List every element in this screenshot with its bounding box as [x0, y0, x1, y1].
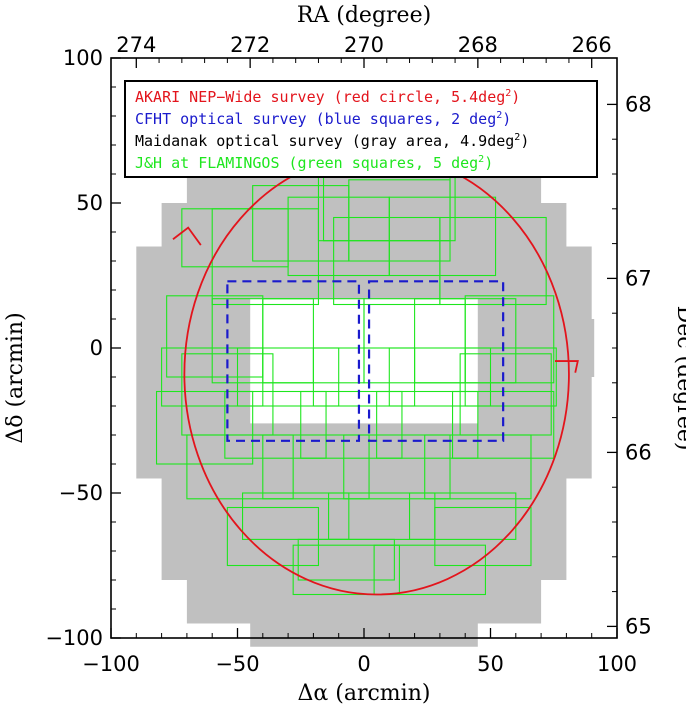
dec-tick-label: 65: [625, 614, 652, 638]
cfht-blue-squares-layer: [226, 280, 505, 442]
flamingos-green-square-14: [464, 295, 555, 384]
right-axis-title: Dec (degree): [672, 306, 686, 451]
x-tick-label: 0: [357, 652, 370, 676]
ra-tick-label: 272: [230, 33, 270, 57]
x-axis-title: Δα (arcmin): [298, 681, 431, 706]
axis-ticks-layer: −100 −50 0 50 100 −100 −50 0 50 100 274 272 270 268 26…: [45, 33, 651, 676]
legend-entry-1: AKARI NEP−Wide survey (red circle, 5.4de…: [135, 88, 520, 106]
flamingos-green-square-35: [226, 506, 320, 567]
legend: AKARI NEP−Wide survey (red circle, 5.4de…: [124, 80, 598, 178]
maidanak-gray-area-layer: [136, 121, 595, 647]
flamingos-green-square-20: [155, 390, 254, 465]
maidanak-gray-area: [136, 121, 595, 647]
flamingos-green-square-33: [292, 544, 400, 596]
flamingos-green-square-17: [312, 347, 416, 407]
flamingos-green-square-36: [434, 506, 532, 567]
ra-tick-label: 274: [116, 33, 156, 57]
flamingos-green-square-4: [388, 196, 497, 277]
flamingos-green-square-26: [262, 434, 370, 500]
x-tick-label: 100: [597, 652, 637, 676]
y-tick-label: 100: [63, 46, 103, 70]
flamingos-green-square-32: [297, 538, 395, 581]
flamingos-green-squares-layer: [155, 153, 557, 596]
ra-tick-label: 270: [344, 33, 384, 57]
x-tick-label: −50: [215, 652, 259, 676]
flamingos-green-square-23: [376, 390, 479, 459]
legend-entry-3: Maidanak optical survey (gray area, 4.9d…: [135, 132, 529, 150]
flamingos-green-square-15: [161, 347, 264, 407]
flamingos-green-square-40: [348, 179, 451, 262]
y-axis-title: Δδ (arcmin): [3, 312, 28, 443]
flamingos-green-square-29: [242, 492, 350, 540]
dec-tick-label: 66: [625, 440, 652, 464]
flamingos-green-square-27: [343, 434, 451, 500]
y-tick-label: 50: [76, 191, 103, 215]
y-tick-label: 0: [90, 336, 103, 360]
ra-tick-label: 268: [458, 33, 498, 57]
legend-entry-4: J&H at FLAMINGOS (green squares, 5 deg2): [135, 154, 493, 172]
y-tick-label: −100: [45, 626, 103, 650]
top-axis-title: RA (degree): [297, 3, 431, 28]
akari-circle-notch-2: [555, 360, 579, 373]
flamingos-green-square-19: [464, 347, 557, 407]
legend-box: [124, 80, 598, 178]
dec-tick-label: 68: [625, 92, 652, 116]
legend-entry-2: CFHT optical survey (blue squares, 2 deg…: [135, 110, 511, 128]
ra-tick-label: 266: [572, 33, 612, 57]
flamingos-green-square-18: [388, 347, 492, 407]
flamingos-green-square-6: [211, 208, 320, 306]
dec-tick-label: 67: [625, 266, 652, 290]
flamingos-green-square-21: [224, 390, 327, 459]
x-tick-label: −100: [82, 652, 140, 676]
flamingos-green-square-31: [408, 492, 517, 540]
flamingos-green-square-38: [459, 353, 552, 436]
x-tick-label: 50: [477, 652, 504, 676]
cfht-blue-square-1: [226, 280, 361, 442]
flamingos-green-square-34: [373, 544, 486, 596]
flamingos-green-square-16: [236, 347, 340, 407]
cfht-blue-square-2: [367, 280, 505, 442]
akari-circle-notch-1: [172, 226, 202, 246]
flamingos-green-square-22: [300, 390, 403, 459]
y-tick-label: −50: [59, 481, 103, 505]
